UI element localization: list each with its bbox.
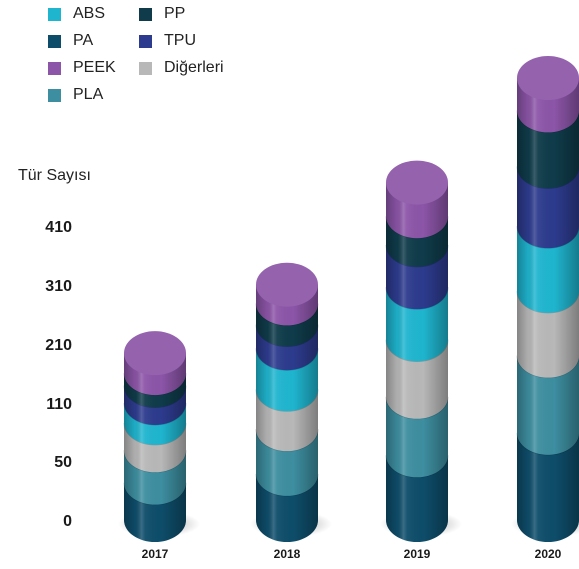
y-tick-label: 50 bbox=[54, 454, 72, 471]
cylinder-top-cap bbox=[386, 160, 448, 205]
x-tick-label: 2019 bbox=[404, 547, 431, 561]
y-tick-label: 310 bbox=[45, 278, 72, 295]
cylinder-2020 bbox=[511, 56, 579, 542]
cylinder-top-highlight bbox=[517, 56, 579, 101]
bar-segment-shading bbox=[517, 110, 579, 189]
bar-segment-shading bbox=[386, 455, 448, 542]
y-tick-label: 210 bbox=[45, 337, 72, 354]
bar-segment-shading bbox=[386, 396, 448, 478]
cylinder-2019 bbox=[380, 160, 462, 542]
bar-segment-shading bbox=[517, 290, 579, 378]
cylinder-top-cap bbox=[124, 331, 186, 376]
legend-swatch-abs bbox=[48, 7, 61, 21]
y-tick-label: 0 bbox=[63, 513, 72, 530]
bar-segment-shading bbox=[517, 355, 579, 455]
cylinder-top-cap bbox=[517, 56, 579, 101]
legend-swatch-peek bbox=[48, 61, 61, 75]
legend-swatch-pa bbox=[48, 34, 61, 48]
cylinder-2017 bbox=[118, 331, 200, 542]
cylinder-2018 bbox=[250, 262, 332, 542]
x-tick-label: 2020 bbox=[535, 547, 562, 561]
legend-label-pp: PP bbox=[164, 5, 186, 22]
y-axis-label: Tür Sayısı bbox=[18, 167, 91, 184]
cylinder-top-highlight bbox=[386, 160, 448, 205]
legend-label-peek: PEEK bbox=[73, 59, 116, 76]
y-tick-label: 110 bbox=[46, 396, 72, 413]
legend-label-pa: PA bbox=[73, 32, 94, 49]
bar-segment-shading bbox=[517, 166, 579, 249]
bar-segment-shading bbox=[517, 226, 579, 313]
legend-item-digerleri: Diğerleri bbox=[139, 59, 224, 77]
bar-segment-shading bbox=[386, 339, 448, 419]
cylinder-top-highlight bbox=[124, 331, 186, 376]
cylinder-top-cap bbox=[256, 262, 318, 307]
legend-item-peek: PEEK bbox=[48, 59, 116, 77]
legend-label-pla: PLA bbox=[73, 86, 104, 103]
legend-item-pp: PP bbox=[139, 5, 185, 23]
y-tick-label: 410 bbox=[45, 219, 72, 236]
x-tick-label: 2017 bbox=[142, 547, 169, 561]
legend-item-tpu: TPU bbox=[139, 32, 196, 50]
legend-label-tpu: TPU bbox=[164, 32, 196, 49]
legend-swatch-pla bbox=[48, 88, 61, 102]
legend-label-abs: ABS bbox=[73, 5, 106, 22]
bar-segment-shading bbox=[517, 432, 579, 542]
legend-label-digerleri: Diğerleri bbox=[164, 59, 224, 76]
x-tick-label: 2018 bbox=[274, 547, 301, 561]
legend-swatch-tpu bbox=[139, 34, 152, 48]
legend-swatch-digerleri bbox=[139, 61, 152, 75]
legend-swatch-pp bbox=[139, 7, 152, 21]
legend-item-abs: ABS bbox=[48, 5, 105, 23]
cylinder-top-highlight bbox=[256, 262, 318, 307]
legend-item-pa: PA bbox=[48, 32, 93, 50]
legend-item-pla: PLA bbox=[48, 86, 103, 104]
